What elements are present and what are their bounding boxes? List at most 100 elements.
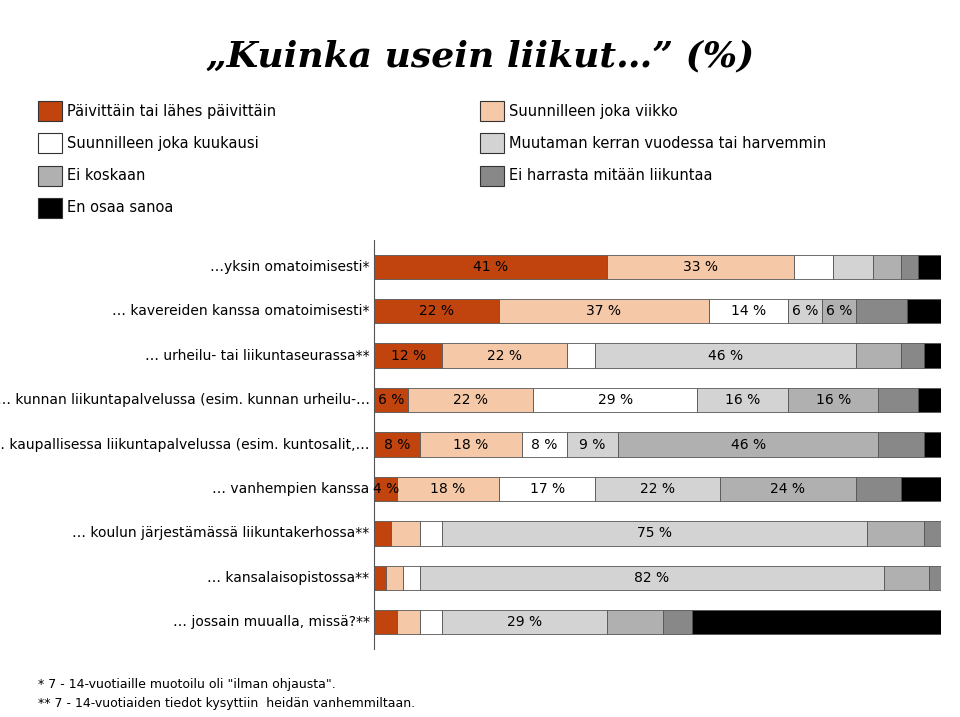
Bar xyxy=(420,610,443,635)
Bar xyxy=(374,255,607,279)
Bar xyxy=(443,610,607,635)
Text: 22 %: 22 % xyxy=(453,393,489,407)
Bar xyxy=(878,432,924,457)
Bar xyxy=(788,388,878,412)
Bar xyxy=(878,388,918,412)
Bar xyxy=(521,432,567,457)
Bar xyxy=(607,255,794,279)
Text: 8 %: 8 % xyxy=(531,437,558,452)
Bar xyxy=(873,255,901,279)
Bar xyxy=(374,610,397,635)
Bar xyxy=(867,521,924,546)
Bar xyxy=(374,343,443,368)
Bar xyxy=(924,521,941,546)
Bar xyxy=(374,388,408,412)
Text: … kavereiden kanssa omatoimisesti*: … kavereiden kanssa omatoimisesti* xyxy=(112,304,370,318)
Text: 37 %: 37 % xyxy=(587,304,621,318)
Bar xyxy=(663,610,691,635)
Text: … kaupallisessa liikuntapalvelussa (esim. kuntosalit,…: … kaupallisessa liikuntapalvelussa (esim… xyxy=(0,437,370,452)
Bar xyxy=(788,299,822,323)
Bar xyxy=(720,477,855,501)
Text: 33 %: 33 % xyxy=(683,260,717,274)
Bar xyxy=(533,388,697,412)
Text: … jossain muualla, missä?**: … jossain muualla, missä?** xyxy=(173,615,370,630)
Text: 17 %: 17 % xyxy=(530,482,564,496)
Text: En osaa sanoa: En osaa sanoa xyxy=(67,201,174,215)
Text: 8 %: 8 % xyxy=(384,437,410,452)
Bar xyxy=(855,299,907,323)
Bar xyxy=(708,299,788,323)
Bar xyxy=(901,477,941,501)
Bar xyxy=(499,299,708,323)
Bar xyxy=(924,432,941,457)
Bar xyxy=(618,432,878,457)
Bar xyxy=(918,255,941,279)
Text: 9 %: 9 % xyxy=(579,437,606,452)
Bar xyxy=(929,566,941,590)
Bar xyxy=(855,343,901,368)
Bar xyxy=(392,521,420,546)
Text: 18 %: 18 % xyxy=(453,437,489,452)
Text: „Kuinka usein liikut…” (%): „Kuinka usein liikut…” (%) xyxy=(205,39,755,73)
Bar xyxy=(901,255,918,279)
Text: … kunnan liikuntapalvelussa (esim. kunnan urheilu-…: … kunnan liikuntapalvelussa (esim. kunna… xyxy=(0,393,370,407)
Text: 16 %: 16 % xyxy=(816,393,851,407)
Bar xyxy=(567,432,618,457)
Bar xyxy=(918,388,941,412)
Text: 46 %: 46 % xyxy=(731,437,766,452)
Text: 82 %: 82 % xyxy=(635,571,669,585)
Text: 24 %: 24 % xyxy=(770,482,805,496)
Text: 29 %: 29 % xyxy=(507,615,542,630)
Text: 22 %: 22 % xyxy=(487,348,522,363)
Text: 4 %: 4 % xyxy=(372,482,398,496)
Text: 14 %: 14 % xyxy=(731,304,766,318)
Bar xyxy=(374,566,386,590)
Text: Muutaman kerran vuodessa tai harvemmin: Muutaman kerran vuodessa tai harvemmin xyxy=(509,136,826,151)
Text: 6 %: 6 % xyxy=(378,393,404,407)
Bar xyxy=(374,432,420,457)
Bar xyxy=(499,477,595,501)
Bar xyxy=(443,343,567,368)
Bar xyxy=(443,521,867,546)
Text: * 7 - 14-vuotiaille muotoilu oli "ilman ohjausta".: * 7 - 14-vuotiaille muotoilu oli "ilman … xyxy=(38,678,336,690)
Bar xyxy=(397,477,499,501)
Bar xyxy=(567,343,595,368)
Text: 12 %: 12 % xyxy=(391,348,426,363)
Bar xyxy=(794,255,833,279)
Bar xyxy=(408,388,533,412)
Bar xyxy=(833,255,873,279)
Bar xyxy=(420,432,521,457)
Bar xyxy=(884,566,929,590)
Bar xyxy=(697,388,788,412)
Text: 18 %: 18 % xyxy=(430,482,466,496)
Text: 22 %: 22 % xyxy=(640,482,675,496)
Text: 6 %: 6 % xyxy=(792,304,818,318)
Bar xyxy=(374,477,397,501)
Text: … kansalaisopistossa**: … kansalaisopistossa** xyxy=(207,571,370,585)
Bar xyxy=(386,566,403,590)
Text: …yksin omatoimisesti*: …yksin omatoimisesti* xyxy=(210,260,370,274)
Bar xyxy=(924,343,941,368)
Bar xyxy=(397,610,420,635)
Bar xyxy=(901,343,924,368)
Text: 6 %: 6 % xyxy=(826,304,852,318)
Bar xyxy=(907,299,941,323)
Bar xyxy=(607,610,663,635)
Bar xyxy=(691,610,941,635)
Text: … koulun järjestämässä liikuntakerhossa**: … koulun järjestämässä liikuntakerhossa*… xyxy=(72,526,370,541)
Text: Suunnilleen joka kuukausi: Suunnilleen joka kuukausi xyxy=(67,136,259,151)
Bar xyxy=(822,299,856,323)
Bar xyxy=(374,299,499,323)
Bar xyxy=(595,343,855,368)
Text: Ei harrasta mitään liikuntaa: Ei harrasta mitään liikuntaa xyxy=(509,168,712,183)
Text: 16 %: 16 % xyxy=(725,393,760,407)
Text: 22 %: 22 % xyxy=(420,304,454,318)
Text: 75 %: 75 % xyxy=(637,526,672,541)
Bar xyxy=(855,477,901,501)
Bar xyxy=(420,566,884,590)
Text: 29 %: 29 % xyxy=(597,393,633,407)
Text: 46 %: 46 % xyxy=(708,348,743,363)
Bar xyxy=(403,566,420,590)
Bar xyxy=(374,521,392,546)
Text: Suunnilleen joka viikko: Suunnilleen joka viikko xyxy=(509,104,678,118)
